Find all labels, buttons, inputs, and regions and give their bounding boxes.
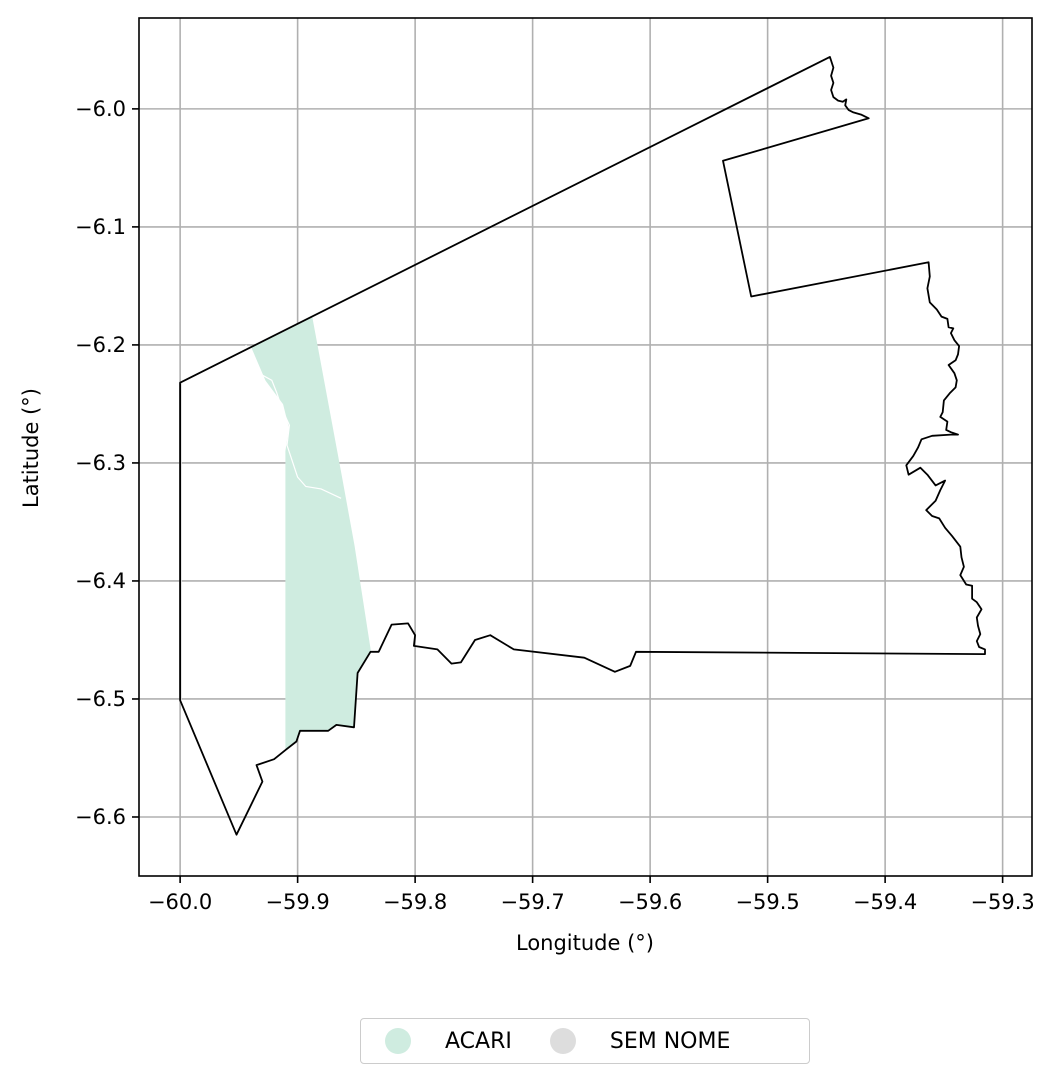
y-axis-label: Latitude (°)	[19, 388, 43, 508]
y-tick-label: −6.2	[75, 333, 126, 357]
legend-label-acari: ACARI	[445, 1028, 512, 1054]
region-acari	[251, 315, 372, 751]
x-tick-label: −59.6	[618, 890, 682, 914]
x-tick-label: −59.3	[970, 890, 1034, 914]
legend-item-acari: ACARI	[385, 1028, 512, 1054]
legend-item-sem-nome: SEM NOME	[549, 1028, 731, 1054]
legend-marker-sem-nome	[549, 1028, 576, 1054]
y-tick-label: −6.0	[75, 97, 126, 121]
y-tick-label: −6.4	[75, 569, 126, 593]
y-tick-label: −6.1	[75, 215, 126, 239]
x-axis-ticks: −60.0 −59.9 −59.8 −59.7 −59.6 −59.5 −59.4 −59.3	[148, 876, 1035, 914]
grid-lines	[139, 18, 1032, 876]
legend: ACARI SEM NOME	[360, 1018, 810, 1064]
plot-frame	[138, 17, 1033, 877]
x-axis-label: Longitude (°)	[516, 931, 654, 955]
y-tick-label: −6.3	[75, 451, 126, 475]
regions	[179, 315, 372, 751]
municipality-boundary	[179, 56, 986, 836]
x-tick-label: −59.4	[853, 890, 917, 914]
river-line	[245, 344, 342, 499]
x-tick-label: −60.0	[148, 890, 212, 914]
y-tick-label: −6.6	[75, 805, 126, 829]
y-tick-label: −6.5	[75, 687, 126, 711]
legend-label-sem-nome: SEM NOME	[609, 1028, 731, 1054]
x-tick-label: −59.8	[383, 890, 447, 914]
x-tick-label: −59.9	[265, 890, 329, 914]
x-tick-label: −59.5	[735, 890, 799, 914]
boundary-outline	[179, 56, 986, 836]
rivers	[245, 344, 342, 499]
y-axis-ticks: −6.0 −6.1 −6.2 −6.3 −6.4 −6.5 −6.6	[75, 97, 139, 829]
x-tick-label: −59.7	[500, 890, 564, 914]
legend-marker-acari	[385, 1028, 411, 1054]
